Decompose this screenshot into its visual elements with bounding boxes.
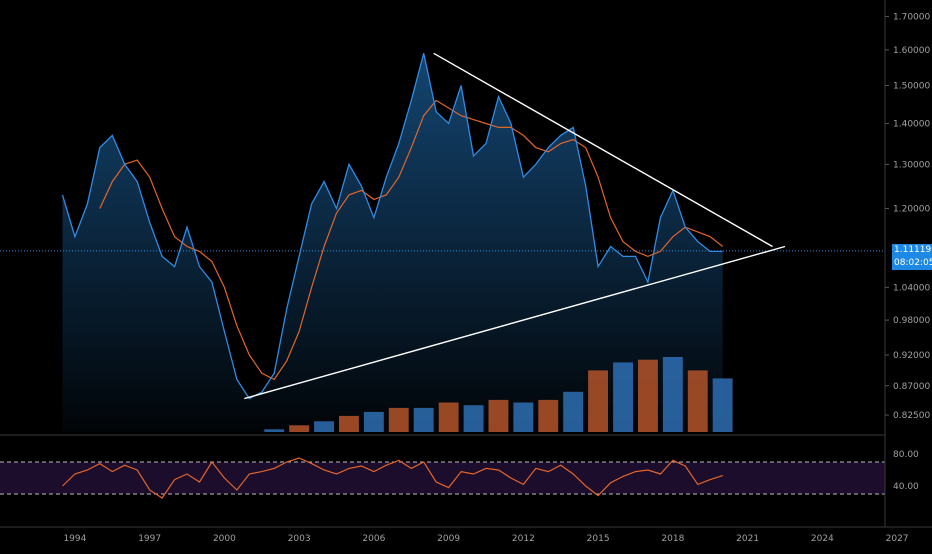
volume-bar bbox=[488, 399, 509, 432]
moving-average-line bbox=[99, 99, 724, 381]
price-tick-label: 1.40000 bbox=[893, 119, 930, 129]
price-tick-label: 1.70000 bbox=[893, 12, 930, 22]
rsi-line bbox=[62, 457, 723, 499]
volume-bar bbox=[538, 399, 559, 432]
volume-bar bbox=[687, 370, 708, 432]
time-tick-label: 2009 bbox=[437, 534, 460, 544]
volume-bar bbox=[363, 411, 384, 432]
volume-bar bbox=[712, 378, 733, 432]
volume-bar bbox=[388, 407, 409, 432]
time-tick-label: 1997 bbox=[138, 534, 161, 544]
rsi-tick-label: 80.00 bbox=[893, 450, 919, 460]
time-tick-label: 2015 bbox=[587, 534, 610, 544]
time-tick-label: 2003 bbox=[288, 534, 311, 544]
time-tick-label: 2000 bbox=[213, 534, 236, 544]
price-tick-label: 0.87000 bbox=[893, 382, 930, 392]
volume-bar bbox=[662, 357, 683, 432]
price-tick-label: 1.30000 bbox=[893, 160, 930, 170]
volume-bar bbox=[513, 402, 534, 432]
lower-trendline[interactable] bbox=[244, 245, 786, 400]
price-tick-label: 0.82500 bbox=[893, 411, 930, 421]
price-tick-label: 1.04000 bbox=[893, 283, 930, 293]
price-tick-label: 1.20000 bbox=[893, 204, 930, 214]
volume-bar bbox=[264, 429, 285, 432]
time-tick-label: 2021 bbox=[736, 534, 759, 544]
volume-bar bbox=[314, 421, 334, 432]
rsi-band bbox=[0, 462, 885, 494]
price-area-fill bbox=[62, 53, 723, 433]
volume-bar bbox=[339, 415, 359, 432]
price-tick-label: 1.60000 bbox=[893, 46, 930, 56]
current-price-badge: 1.11119 bbox=[892, 244, 932, 257]
countdown-badge: 08:02:05 bbox=[892, 257, 932, 270]
volume-bar bbox=[463, 405, 484, 432]
volume-bar bbox=[638, 359, 658, 432]
volume-bar bbox=[563, 391, 584, 432]
time-tick-label: 1994 bbox=[63, 534, 86, 544]
price-tick-label: 0.98000 bbox=[893, 316, 930, 326]
price-line bbox=[61, 53, 723, 400]
volume-bar bbox=[588, 370, 608, 432]
time-tick-label: 2006 bbox=[362, 534, 385, 544]
time-tick-label: 2018 bbox=[661, 534, 684, 544]
price-tick-label: 0.92000 bbox=[893, 351, 930, 361]
time-tick-label: 2012 bbox=[512, 534, 535, 544]
price-tick-label: 1.50000 bbox=[893, 81, 930, 91]
volume-bar bbox=[413, 407, 434, 432]
volume-bar bbox=[438, 402, 459, 432]
volume-bar bbox=[613, 362, 633, 432]
time-tick-label: 2027 bbox=[886, 534, 909, 544]
rsi-tick-label: 40.00 bbox=[893, 482, 919, 492]
volume-bar bbox=[289, 425, 310, 432]
time-tick-label: 2024 bbox=[811, 534, 834, 544]
upper-trendline[interactable] bbox=[433, 52, 773, 248]
